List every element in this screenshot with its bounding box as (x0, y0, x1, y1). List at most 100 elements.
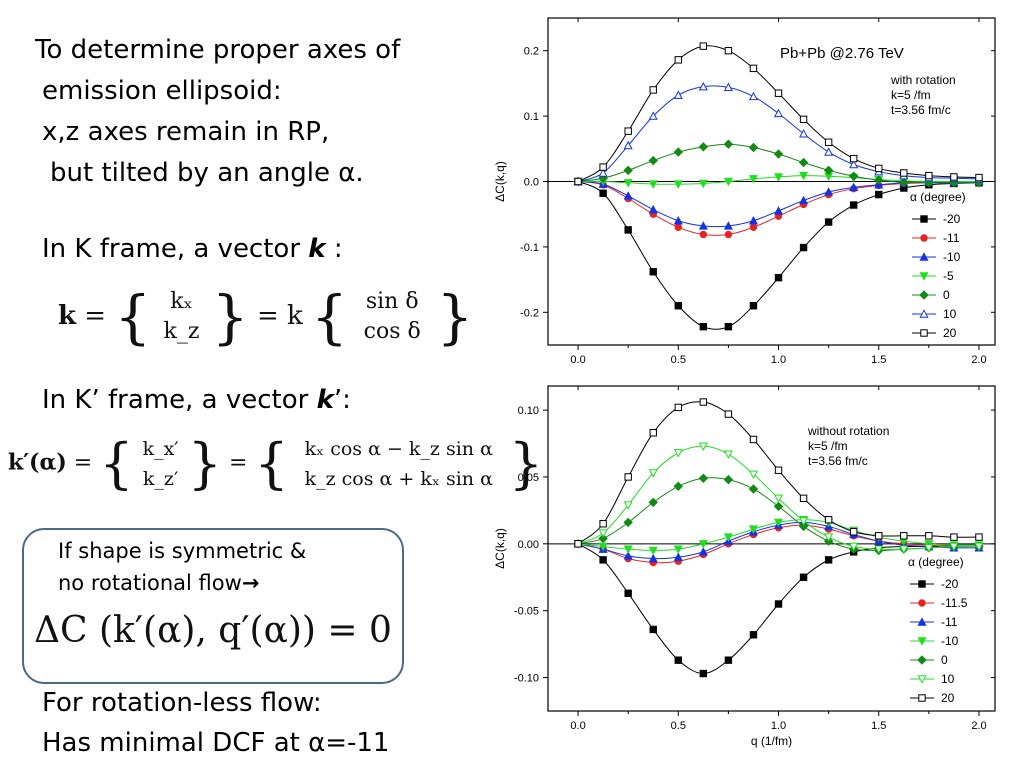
data-point (724, 410, 733, 418)
data-point (799, 128, 809, 138)
x-tick-label: 0.5 (671, 354, 686, 366)
data-point (648, 497, 658, 508)
x-tick-label: 1.5 (871, 354, 886, 366)
data-point (925, 532, 933, 540)
data-point (824, 147, 834, 156)
data-point (899, 177, 909, 187)
data-point (673, 90, 683, 99)
data-point (749, 631, 758, 639)
data-point (699, 669, 708, 678)
eq1-bot2: cos δ (363, 319, 421, 344)
y-axis-label: ΔC(k,q) (493, 161, 507, 202)
data-point (673, 552, 683, 561)
data-point (673, 481, 683, 492)
data-point (574, 540, 582, 548)
data-point (649, 268, 657, 276)
data-point (599, 556, 607, 564)
data-point (599, 189, 607, 197)
data-point (773, 206, 784, 215)
data-point (748, 470, 758, 480)
box-line-1: If shape is symmetric & (58, 539, 307, 563)
x-axis-label: q (1/fm) (751, 734, 792, 748)
data-point (698, 142, 709, 152)
data-point (698, 442, 708, 451)
box-line-2: no rotational flow→ (58, 567, 259, 599)
data-point (749, 223, 758, 231)
data-point (773, 494, 784, 504)
legend-label: 20 (943, 326, 957, 340)
data-point (598, 168, 608, 177)
x-tick-label: 1.0 (771, 354, 786, 366)
legend-label: 10 (943, 307, 957, 321)
data-point (748, 142, 759, 153)
eq1-bot: k_z (163, 319, 200, 344)
y-tick-label: -0.2 (520, 307, 539, 319)
data-point (925, 171, 933, 180)
y-tick-label: 0.1 (524, 111, 539, 123)
eq2-lhs: k′(α) (8, 449, 67, 476)
data-point (673, 215, 683, 225)
data-point (748, 175, 758, 184)
data-point (924, 544, 934, 553)
k-frame-suffix: : (325, 234, 343, 264)
data-point (648, 553, 658, 563)
data-point (623, 191, 633, 200)
data-point (698, 81, 708, 91)
equation-delta-c: ΔC (k′(α), q′(α)) = 0 (34, 610, 392, 651)
legend-marker (919, 252, 929, 261)
x-tick-label: 1.5 (871, 720, 886, 732)
intro-line-1: To determine proper axes of (35, 35, 401, 65)
data-point (723, 533, 733, 542)
y-tick-label: 0.00 (518, 539, 539, 551)
data-point (724, 230, 733, 239)
right-arrow-icon: → (241, 571, 260, 595)
data-point (798, 521, 809, 532)
legend-marker (918, 599, 926, 607)
data-point (723, 474, 734, 485)
condition-box (22, 528, 404, 684)
legend-label: 0 (943, 288, 950, 302)
data-point (623, 165, 633, 176)
data-point (849, 182, 859, 192)
data-point (824, 218, 833, 226)
legend-marker (920, 329, 928, 337)
data-point (674, 223, 682, 231)
data-point (875, 164, 883, 173)
data-point (699, 230, 708, 239)
legend-label: -10 (943, 250, 961, 264)
data-point (673, 449, 683, 458)
intro-line-2: emission ellipsoid: (42, 76, 282, 106)
data-point (673, 545, 683, 554)
data-point (849, 201, 858, 209)
data-point (623, 140, 633, 150)
data-point (698, 179, 708, 189)
x-tick-label: 1.0 (771, 720, 786, 732)
eq1-mid: = k (256, 301, 303, 331)
data-point (723, 450, 733, 459)
data-point (799, 243, 808, 252)
legend-marker (919, 290, 929, 300)
data-point (624, 589, 632, 598)
intro-line-4: but tilted by an angle α. (50, 158, 364, 188)
data-point (723, 177, 733, 187)
k-frame-vector: k (308, 234, 326, 264)
data-point (599, 520, 607, 528)
data-point (774, 273, 783, 282)
data-point (648, 111, 658, 120)
y-tick-label: 0.05 (518, 472, 539, 484)
intro-line-3: x,z axes remain in RP, (42, 117, 330, 147)
chart-annotation-line: k=5 /fm (891, 88, 931, 102)
data-point (648, 180, 658, 189)
chart-annotation-title: Pb+Pb @2.76 TeV (780, 45, 904, 62)
legend: α (degree) -20 -11 -10 -5 0 10 20 (910, 190, 966, 340)
data-point (799, 171, 809, 181)
eq2-bot: k_z′ (142, 467, 179, 490)
data-point (799, 573, 808, 581)
series-20 (574, 42, 983, 186)
data-point (875, 190, 883, 199)
eq1-top2: sin δ (365, 289, 419, 314)
data-point (773, 501, 784, 512)
legend-label: -11 (941, 615, 958, 629)
legend-marker (920, 215, 928, 223)
k-frame-heading: In K frame, a vector k : (42, 229, 343, 269)
